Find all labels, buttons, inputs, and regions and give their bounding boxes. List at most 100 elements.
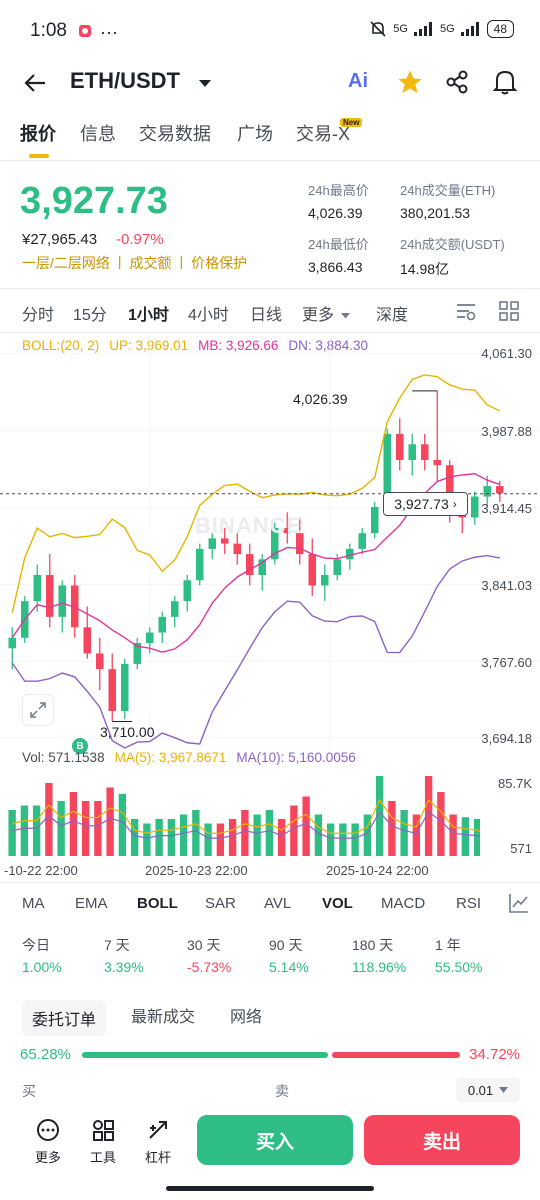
volume-bar [167, 819, 176, 856]
boll-dn: DN: 3,884.30 [288, 338, 368, 353]
candle-body [346, 548, 354, 560]
volume-bar [375, 776, 384, 856]
performance-value: 3.39% [104, 959, 144, 975]
stat-turnover-label: 24h成交额(USDT) [400, 237, 505, 252]
pair-title[interactable]: ETH/USDT [70, 68, 180, 93]
volume-bar [69, 792, 78, 856]
pair-dropdown-icon[interactable] [198, 76, 212, 94]
buy-button[interactable]: 买入 [197, 1115, 353, 1165]
tf-more-chevron-icon[interactable] [340, 307, 351, 325]
candle-body [183, 580, 191, 602]
bottom-leverage[interactable]: 杠杆 [138, 1118, 178, 1166]
current-price-tag[interactable]: 3,927.73 › [383, 492, 468, 516]
more-notifications-icon: ··· [100, 22, 118, 42]
candlestick-chart[interactable] [0, 330, 540, 750]
tf-1h[interactable]: 1小时 [128, 307, 169, 324]
expand-chart-icon[interactable] [22, 694, 54, 726]
tools-grid-icon [93, 1120, 114, 1141]
status-bar: 1:08 ··· 5G 5G 48 [0, 0, 540, 64]
tf-more[interactable]: 更多 [302, 307, 335, 324]
tf-15m[interactable]: 15分 [73, 307, 107, 324]
tab-square[interactable]: 广场 [237, 124, 273, 144]
candle-body [408, 444, 416, 460]
volume-bar [290, 805, 298, 856]
ai-icon[interactable]: Ai [348, 70, 368, 92]
ind-sar[interactable]: SAR [205, 895, 236, 912]
volume-bar [412, 814, 421, 856]
tf-depth[interactable]: 深度 [376, 307, 409, 324]
layout-grid-icon[interactable] [498, 300, 520, 327]
volume-bar [326, 823, 335, 856]
signal-icon [413, 22, 432, 36]
volume-bar [253, 814, 261, 856]
candle-body [133, 643, 141, 664]
ind-avl[interactable]: AVL [264, 895, 292, 912]
last-price: 3,927.73 [20, 180, 168, 222]
share-icon[interactable] [444, 69, 470, 100]
performance-value: 55.50% [435, 959, 483, 975]
candle-body [396, 433, 404, 460]
volume-bar [228, 819, 237, 856]
price-axis-2: 3,987.88 [481, 424, 532, 439]
current-price-tag-value: 3,927.73 [394, 496, 449, 512]
stat-low-label: 24h最低价 [308, 237, 369, 252]
high-annotation: 4,026.39 [293, 391, 348, 407]
buy-marker-badge[interactable]: B [72, 738, 88, 754]
tab-trade-x[interactable]: 交易-X [296, 124, 350, 144]
ind-rsi[interactable]: RSI [456, 895, 482, 912]
chart-settings-icon[interactable] [455, 300, 477, 327]
volume-bar [8, 810, 16, 856]
back-arrow-icon[interactable] [22, 70, 48, 101]
favorite-star-icon[interactable] [396, 68, 424, 101]
link-price-protection[interactable]: 价格保护 [191, 255, 248, 271]
tab-info[interactable]: 信息 [80, 124, 116, 144]
home-indicator [166, 1186, 374, 1191]
tab-quotes[interactable]: 报价 [20, 124, 56, 144]
sell-ratio-bar [332, 1052, 460, 1058]
volume-bar [143, 823, 151, 856]
volume-chart[interactable] [0, 768, 480, 860]
performance-value: 1.00% [22, 959, 62, 975]
candle-body [46, 575, 54, 617]
volume-bar [302, 796, 310, 856]
precision-select[interactable]: 0.01 [456, 1078, 520, 1102]
ind-ma[interactable]: MA [22, 895, 45, 912]
book-tab-orders[interactable]: 委托订单 [22, 1000, 107, 1036]
link-layer-network[interactable]: 一层/二层网络 [22, 255, 110, 271]
indicator-divider [0, 882, 540, 883]
link-turnover[interactable]: 成交额 [129, 255, 172, 271]
price-axis-1: 4,061.30 [481, 346, 532, 361]
signal-label-1: 5G [393, 23, 408, 35]
tab-trading-data[interactable]: 交易数据 [139, 124, 211, 144]
ind-vol[interactable]: VOL [322, 895, 353, 912]
candle-body [233, 543, 241, 555]
price-links: 一层/二层网络 | 成交额 | 价格保护 [22, 253, 248, 271]
binance-watermark: BINANCE [195, 513, 303, 538]
bottom-more[interactable]: 更多 [28, 1118, 68, 1166]
signal-label-2: 5G [439, 23, 455, 35]
indicator-settings-icon[interactable] [508, 892, 530, 919]
candle-body [308, 554, 316, 586]
tf-4h[interactable]: 4小时 [188, 307, 229, 324]
precision-chevron-icon [499, 1087, 509, 1093]
ind-ema[interactable]: EMA [75, 895, 108, 912]
sell-button[interactable]: 卖出 [364, 1115, 520, 1165]
ind-boll[interactable]: BOLL [137, 895, 178, 912]
precision-value: 0.01 [467, 1082, 494, 1098]
volume-bar [400, 810, 408, 856]
tf-line[interactable]: 分时 [22, 307, 55, 324]
book-tab-trades[interactable]: 最新成交 [131, 1009, 196, 1026]
ind-macd[interactable]: MACD [381, 895, 426, 912]
price-cny: ¥27,965.43 [22, 231, 98, 248]
alert-bell-icon[interactable] [492, 68, 518, 101]
performance-item: 1 年 55.50% [435, 935, 482, 975]
candle-body [108, 669, 116, 711]
bottom-tools[interactable]: 工具 [83, 1118, 123, 1166]
time-axis-3: 2025-10-24 22:00 [326, 863, 429, 878]
bottom-leverage-label: 杠杆 [144, 1150, 171, 1165]
tf-daily[interactable]: 日线 [250, 307, 283, 324]
candle-body [196, 548, 204, 581]
book-header-buy: 买 [22, 1083, 36, 1099]
book-tab-network[interactable]: 网络 [230, 1009, 263, 1026]
new-badge: New [340, 118, 363, 127]
